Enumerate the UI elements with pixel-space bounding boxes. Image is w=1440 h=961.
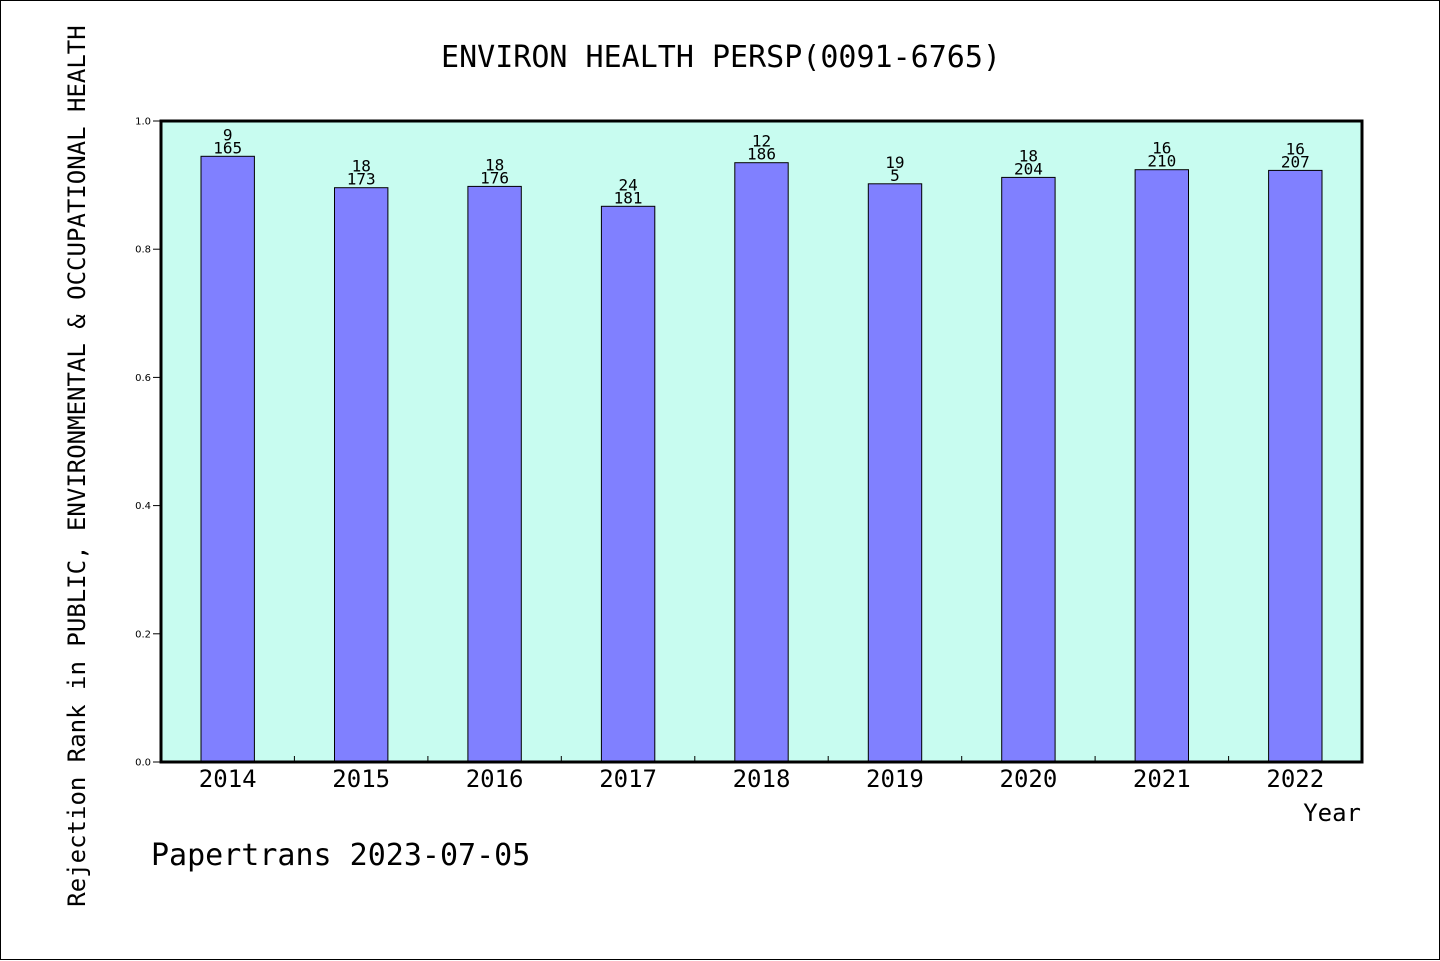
bar-label-top-2022: 16 [1286,139,1305,158]
y-tick-label: 0.0 [135,758,151,769]
bar-label-top-2018: 12 [752,132,771,151]
x-tick-label-2022: 2022 [1266,765,1324,793]
bar-label-bottom-2019: 5 [890,166,900,185]
y-tick-label: 0.4 [135,501,151,512]
bar-2020 [1001,176,1056,763]
chart-title: ENVIRON HEALTH PERSP(0091-6765) [441,40,1001,75]
bar-label-top-2015: 18 [352,157,371,176]
bar-label-top-2014: 9 [223,125,233,144]
bar-label-bottom-2016: 176 [480,168,509,187]
bar-label-bottom-2017: 181 [614,188,643,207]
bar-2018 [734,162,789,763]
bar-label-top-2020: 18 [1019,146,1038,165]
x-tick-label-2019: 2019 [866,765,924,793]
x-tick-label-2018: 2018 [733,765,791,793]
bar-2021 [1134,169,1189,763]
x-tick-label-2020: 2020 [1000,765,1058,793]
footer-text: Papertrans 2023-07-05 [151,838,530,873]
x-tick-label-2014: 2014 [199,765,257,793]
bar-2016 [467,185,522,763]
bar-label-bottom-2014: 165 [213,138,242,157]
bar-label-top-2017: 24 [618,175,637,194]
bar-label-bottom-2021: 210 [1147,152,1176,171]
bar-label-bottom-2018: 186 [747,145,776,164]
bar-label-bottom-2022: 207 [1281,152,1310,171]
y-tick-label: 0.6 [135,373,151,384]
x-tick-label-2017: 2017 [599,765,657,793]
bar-2022 [1268,169,1323,763]
x-axis-label: Year [1303,799,1361,827]
bar-label-top-2021: 16 [1152,139,1171,158]
y-tick-label: 1.0 [135,117,151,128]
x-tick-label-2016: 2016 [466,765,524,793]
y-axis-ticks: 0.0 0.2 0.4 0.6 0.8 1.0 [135,117,161,769]
bar-2017 [600,205,656,763]
bar-2014 [200,155,255,763]
bar-label-bottom-2015: 173 [347,170,376,189]
plot-border [159,119,1364,764]
x-tick-label-2021: 2021 [1133,765,1191,793]
y-tick-label: 0.2 [135,629,151,640]
bar-2019 [867,183,923,763]
bar-label-top-2016: 18 [485,155,504,174]
bars-group [200,155,1323,763]
bar-label-bottom-2020: 204 [1014,159,1043,178]
x-axis-ticks: 2014 2015 2016 2017 2018 2019 2020 2021 2022 [199,756,1324,793]
bar-label-top-2019: 19 [885,153,904,172]
bar-2015 [334,187,389,763]
y-tick-label: 0.8 [135,245,151,256]
x-tick-label-2015: 2015 [332,765,390,793]
y-axis-label: Rejection Rank in PUBLIC, ENVIRONMENTAL … [63,25,91,906]
